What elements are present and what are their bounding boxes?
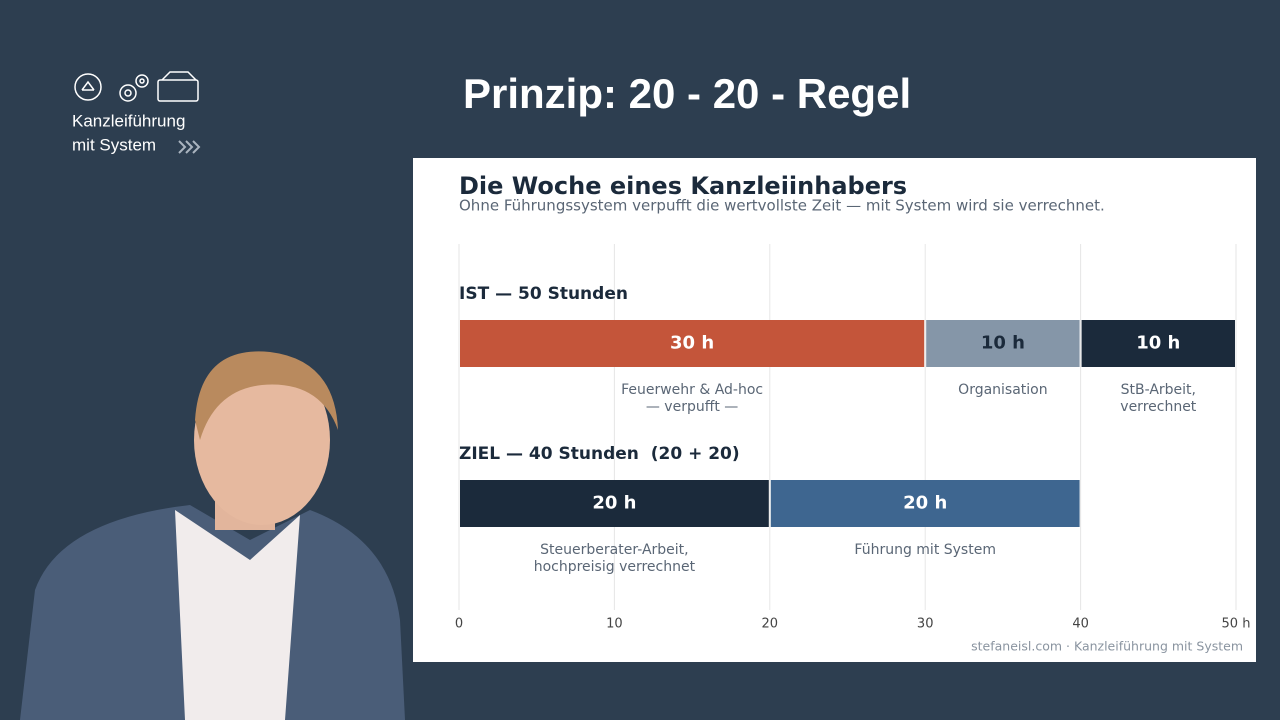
row-label: IST — 50 Stunden bbox=[459, 284, 628, 304]
logo-text: Kanzleiführung bbox=[72, 111, 185, 130]
x-tick-label: 20 bbox=[762, 617, 779, 632]
x-tick-label: 50 h bbox=[1222, 617, 1251, 632]
x-tick-label: 40 bbox=[1072, 617, 1089, 632]
segment-note: StB-Arbeit, bbox=[1121, 382, 1196, 398]
chart-title: Die Woche eines Kanzleiinhabers bbox=[459, 172, 907, 200]
logo-arrows bbox=[178, 140, 201, 154]
bar-segment bbox=[460, 480, 769, 527]
bar-segment bbox=[770, 480, 1080, 527]
x-tick-label: 30 bbox=[917, 617, 934, 632]
bar-segment bbox=[460, 320, 925, 367]
x-tick-label: 10 bbox=[606, 617, 623, 632]
row-label: ZIEL — 40 Stunden (20 + 20) bbox=[459, 444, 740, 464]
slide-title: Prinzip: 20 - 20 - Regel bbox=[463, 70, 911, 117]
source: stefaneisl.com · Kanzleiführung mit Syst… bbox=[971, 639, 1243, 654]
bar-value-label: 30 h bbox=[670, 333, 714, 354]
segment-note: Organisation bbox=[958, 382, 1047, 398]
chart-panel bbox=[413, 158, 1256, 662]
chart-subtitle: Ohne Führungssystem verpufft die wertvol… bbox=[459, 197, 1105, 215]
bar-value-label: 10 h bbox=[1136, 333, 1180, 354]
logo-icons bbox=[74, 71, 199, 102]
segment-note: — verpufft — bbox=[646, 399, 738, 415]
portrait bbox=[20, 351, 405, 720]
segment-note: verrechnet bbox=[1120, 399, 1197, 415]
logo-text: mit System bbox=[72, 135, 156, 154]
segment-note: Steuerberater-Arbeit, bbox=[540, 542, 688, 558]
bar-value-label: 20 h bbox=[592, 493, 636, 514]
bar-segment bbox=[926, 320, 1080, 367]
segment-note: Feuerwehr & Ad-hoc bbox=[621, 382, 763, 398]
x-tick-label: 0 bbox=[455, 617, 463, 632]
bar-segment bbox=[1081, 320, 1235, 367]
bar-value-label: 20 h bbox=[903, 493, 947, 514]
segment-note: hochpreisig verrechnet bbox=[534, 559, 696, 575]
bar-value-label: 10 h bbox=[981, 333, 1025, 354]
segment-note: Führung mit System bbox=[854, 542, 996, 558]
